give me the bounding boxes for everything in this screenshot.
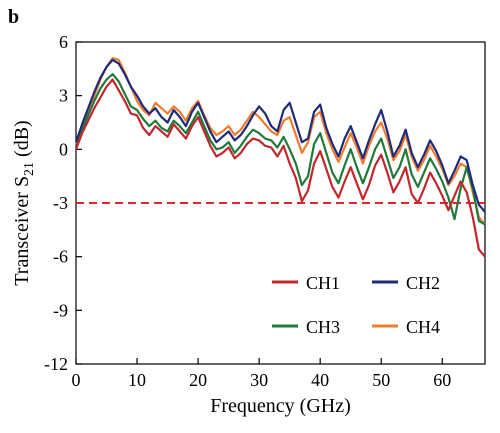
x-tick-label: 10 bbox=[128, 370, 146, 390]
x-tick-label: 50 bbox=[372, 370, 390, 390]
x-tick-label: 0 bbox=[72, 370, 81, 390]
series-line-ch4 bbox=[74, 56, 486, 226]
x-tick-label: 20 bbox=[189, 370, 207, 390]
x-tick-label: 30 bbox=[250, 370, 268, 390]
y-ticks: 6 3 0 -3 -6 -9 -12 bbox=[44, 32, 82, 374]
series-line-ch3 bbox=[74, 73, 486, 226]
y-axis-title-unit: (dB) bbox=[11, 120, 33, 162]
plot-frame bbox=[75, 41, 486, 365]
legend-label-ch3: CH3 bbox=[306, 317, 340, 337]
x-axis-title: Frequency (GHz) bbox=[210, 395, 351, 417]
axes bbox=[75, 41, 486, 365]
legend-label-ch4: CH4 bbox=[406, 317, 440, 337]
y-tick-label: -12 bbox=[44, 354, 68, 374]
panel-label: b bbox=[8, 6, 20, 28]
series-line-ch1 bbox=[74, 78, 486, 258]
y-tick-label: 6 bbox=[59, 32, 68, 52]
series-line-ch2 bbox=[74, 58, 486, 213]
legend-label-ch2: CH2 bbox=[406, 273, 440, 293]
x-ticks: 0 10 20 30 40 50 60 bbox=[72, 358, 451, 390]
y-axis-title-main: Transceiver S bbox=[11, 176, 33, 286]
y-tick-label: -6 bbox=[53, 247, 68, 267]
x-tick-label: 60 bbox=[433, 370, 451, 390]
y-axis-title-subscript: 21 bbox=[22, 162, 37, 176]
legend-label-ch1: CH1 bbox=[306, 273, 340, 293]
y-tick-label: 0 bbox=[59, 139, 68, 159]
legend: CH1 CH2 CH3 CH4 bbox=[272, 273, 440, 337]
y-tick-label: -3 bbox=[53, 193, 68, 213]
y-axis-title: Transceiver S21 (dB) bbox=[11, 120, 37, 285]
x-tick-label: 40 bbox=[311, 370, 329, 390]
series-layer bbox=[74, 56, 486, 258]
y-tick-label: 3 bbox=[59, 86, 68, 106]
y-tick-label: -9 bbox=[53, 300, 68, 320]
